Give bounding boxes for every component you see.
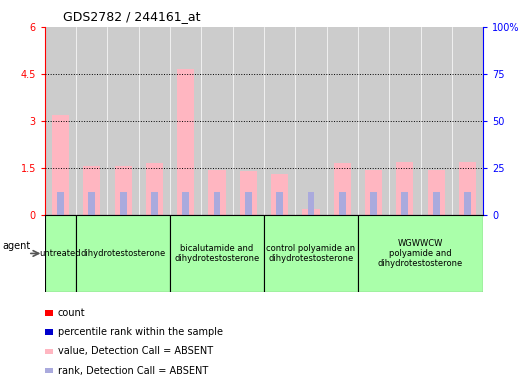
Bar (177, 69, 194, 215)
Bar (45, 27, 76, 215)
Bar (264, 27, 295, 215)
Bar (240, 171, 257, 215)
Bar (276, 192, 283, 215)
Text: untreated: untreated (40, 249, 81, 258)
Bar (120, 192, 127, 215)
Text: percentile rank within the sample: percentile rank within the sample (58, 327, 223, 337)
Bar (433, 192, 440, 215)
Bar (264, 215, 358, 292)
Bar (146, 163, 163, 215)
Bar (370, 192, 377, 215)
Text: dihydrotestosterone: dihydrotestosterone (80, 249, 166, 258)
Bar (365, 170, 382, 215)
Bar (45, 215, 76, 292)
Bar (389, 27, 420, 215)
Bar (170, 27, 201, 215)
Bar (115, 166, 132, 215)
Bar (396, 162, 413, 215)
Bar (76, 27, 108, 215)
Bar (459, 162, 476, 215)
Bar (420, 27, 452, 215)
Bar (452, 27, 483, 215)
Text: count: count (58, 308, 86, 318)
Bar (108, 27, 139, 215)
Bar (358, 27, 389, 215)
Bar (209, 170, 225, 215)
Bar (45, 349, 53, 354)
Text: bicalutamide and
dihydrotestosterone: bicalutamide and dihydrotestosterone (174, 244, 260, 263)
Bar (214, 192, 221, 215)
Bar (303, 209, 319, 215)
Bar (57, 192, 64, 215)
Bar (307, 192, 314, 215)
Text: value, Detection Call = ABSENT: value, Detection Call = ABSENT (58, 346, 213, 356)
Bar (151, 192, 158, 215)
Bar (271, 174, 288, 215)
Bar (52, 115, 69, 215)
Bar (428, 170, 445, 215)
Bar (88, 192, 95, 215)
Bar (358, 215, 483, 292)
Bar (45, 368, 53, 373)
Bar (464, 192, 471, 215)
Bar (201, 27, 233, 215)
Text: agent: agent (3, 241, 31, 251)
Bar (401, 192, 408, 215)
Bar (139, 27, 170, 215)
Bar (327, 27, 358, 215)
Bar (295, 27, 327, 215)
Text: WGWWCW
polyamide and
dihydrotestosterone: WGWWCW polyamide and dihydrotestosterone (378, 238, 463, 268)
Bar (83, 166, 100, 215)
Bar (245, 192, 252, 215)
Bar (233, 27, 264, 215)
Bar (45, 329, 53, 335)
Bar (334, 163, 351, 215)
Text: control polyamide an
dihydrotestosterone: control polyamide an dihydrotestosterone (267, 244, 355, 263)
Text: GDS2782 / 244161_at: GDS2782 / 244161_at (63, 10, 201, 23)
Bar (339, 192, 346, 215)
Bar (45, 310, 53, 316)
Bar (170, 215, 264, 292)
Bar (76, 215, 170, 292)
Text: rank, Detection Call = ABSENT: rank, Detection Call = ABSENT (58, 366, 208, 376)
Bar (182, 192, 189, 215)
